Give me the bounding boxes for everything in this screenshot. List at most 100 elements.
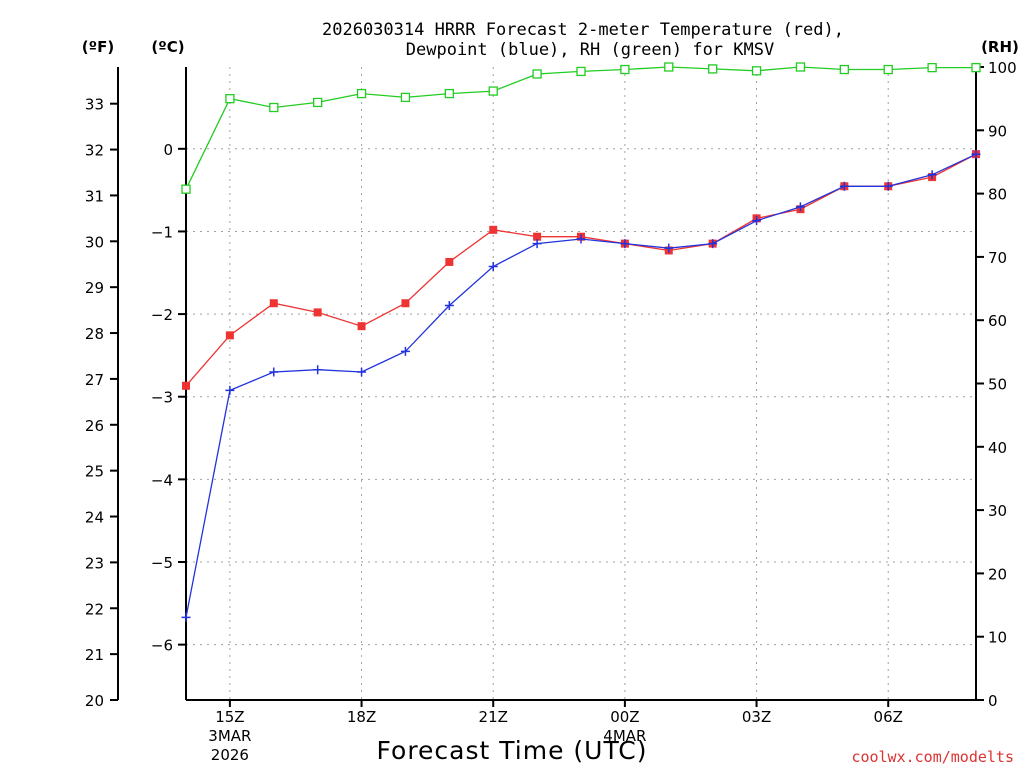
x-tick-label: 18Z xyxy=(347,708,376,726)
dewpoint-point xyxy=(795,202,805,212)
dewpoint-point xyxy=(883,181,893,191)
x-tick-label: 15Z xyxy=(215,708,244,726)
dewpoint-point xyxy=(664,243,674,253)
rh-point xyxy=(444,88,454,99)
celsius-tick-label: −3 xyxy=(151,389,173,407)
rh-point xyxy=(971,62,981,73)
dewpoint-point xyxy=(269,367,279,377)
dewpoint-series-line xyxy=(185,153,977,618)
rh-point xyxy=(839,64,849,75)
data-series xyxy=(181,62,981,622)
rh-tick-label: 30 xyxy=(988,502,1007,520)
fahrenheit-tick-label: 31 xyxy=(85,187,104,205)
celsius-tick-label: −2 xyxy=(151,306,173,324)
fahrenheit-tick-label: 28 xyxy=(85,325,104,343)
rh-point xyxy=(795,62,806,72)
celsius-tick-label: −4 xyxy=(151,471,173,489)
fahrenheit-tick-label: 32 xyxy=(85,142,104,160)
rh-point xyxy=(488,86,498,96)
temperature-point xyxy=(225,331,234,340)
rh-point xyxy=(225,94,235,104)
temperature-point xyxy=(401,299,410,308)
fahrenheit-tick-label: 26 xyxy=(85,417,104,435)
x-tick-year-label: 2026 xyxy=(211,746,249,764)
celsius-tick-label: −5 xyxy=(151,554,173,572)
dewpoint-point xyxy=(357,367,367,377)
temperature-point xyxy=(489,225,498,234)
x-tick-date-label: 3MAR xyxy=(208,727,251,745)
chart-subtitle: Dewpoint (blue), RH (green) for KMSV xyxy=(406,40,774,60)
rh-point xyxy=(269,102,279,113)
fahrenheit-tick-label: 29 xyxy=(85,279,104,297)
rh-tick-label: 40 xyxy=(988,439,1007,457)
rh-tick-label: 80 xyxy=(988,186,1007,204)
rh-tick-label: 10 xyxy=(988,629,1007,647)
fahrenheit-tick-label: 24 xyxy=(85,509,104,527)
fahrenheit-tick-label: 30 xyxy=(85,233,104,251)
dewpoint-point xyxy=(752,216,762,226)
rh-point xyxy=(927,62,937,73)
fahrenheit-unit-label: (ºF) xyxy=(82,38,114,56)
rh-point xyxy=(664,62,674,72)
dewpoint-point xyxy=(400,346,410,356)
fahrenheit-tick-label: 25 xyxy=(85,463,104,481)
rh-point xyxy=(576,66,586,77)
dewpoint-point xyxy=(444,301,454,311)
rh-point xyxy=(532,69,542,79)
fahrenheit-tick-label: 21 xyxy=(85,646,104,664)
rh-point xyxy=(620,64,630,75)
rh-tick-label: 100 xyxy=(988,59,1017,77)
dewpoint-point xyxy=(532,239,542,249)
rh-point xyxy=(751,66,762,76)
temperature-point xyxy=(269,299,278,308)
rh-tick-label: 60 xyxy=(988,312,1007,330)
chart-title: 2026030314 HRRR Forecast 2-meter Tempera… xyxy=(322,20,844,40)
x-tick-label: 00Z xyxy=(610,708,639,726)
fahrenheit-tick-label: 20 xyxy=(85,692,104,710)
x-axis-label: Forecast Time (UTC) xyxy=(377,736,648,765)
dewpoint-point xyxy=(181,612,191,622)
dewpoint-point xyxy=(576,234,586,244)
x-tick-date-label: 4MAR xyxy=(603,727,646,745)
temperature-point xyxy=(313,308,322,317)
dewpoint-point xyxy=(839,181,849,191)
rh-point xyxy=(313,97,323,108)
dewpoint-point xyxy=(620,239,630,249)
rh-point xyxy=(400,92,411,103)
rh-unit-label: (RH) xyxy=(981,38,1019,56)
dewpoint-point xyxy=(927,170,937,180)
temperature-point xyxy=(533,232,542,241)
temperature-point xyxy=(445,257,454,266)
dewpoint-point xyxy=(225,385,235,395)
x-tick-label: 03Z xyxy=(742,708,771,726)
fahrenheit-tick-label: 23 xyxy=(85,554,104,572)
celsius-tick-label: 0 xyxy=(163,141,173,159)
rh-point xyxy=(708,64,718,74)
x-tick-label: 06Z xyxy=(874,708,903,726)
grid-lines xyxy=(186,67,976,700)
rh-point xyxy=(883,64,893,75)
dewpoint-point xyxy=(313,365,323,375)
rh-point xyxy=(181,184,191,194)
credit-text: coolwx.com/modelts xyxy=(851,748,1014,766)
celsius-tick-label: −6 xyxy=(151,637,173,655)
temperature-series-line xyxy=(185,153,977,387)
axes: 20 21 22 23 24 25 26 27 28 29 30 31 32 33 −6 −5 −4 −3 −2 −1… xyxy=(85,59,1017,764)
dewpoint-point xyxy=(971,149,981,159)
celsius-tick-label: −1 xyxy=(151,223,173,241)
rh-tick-label: 90 xyxy=(988,122,1007,140)
temperature-point xyxy=(357,322,366,331)
temperature-point xyxy=(182,381,190,390)
dewpoint-point xyxy=(708,239,718,249)
fahrenheit-tick-label: 33 xyxy=(85,96,104,114)
rh-tick-label: 0 xyxy=(988,692,998,710)
x-tick-label: 21Z xyxy=(479,708,508,726)
rh-tick-label: 50 xyxy=(988,376,1007,394)
celsius-unit-label: (ºC) xyxy=(151,38,184,56)
fahrenheit-tick-label: 22 xyxy=(85,600,104,618)
rh-series-line xyxy=(185,66,976,190)
rh-tick-label: 20 xyxy=(988,565,1007,583)
fahrenheit-tick-label: 27 xyxy=(85,371,104,389)
rh-tick-label: 70 xyxy=(988,249,1007,267)
